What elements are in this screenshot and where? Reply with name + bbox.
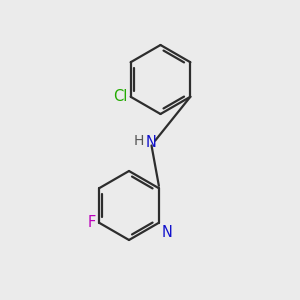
Text: N: N [161, 225, 172, 240]
Text: N: N [146, 135, 157, 150]
Text: F: F [87, 215, 95, 230]
Text: H: H [134, 134, 144, 148]
Text: Cl: Cl [112, 89, 127, 104]
